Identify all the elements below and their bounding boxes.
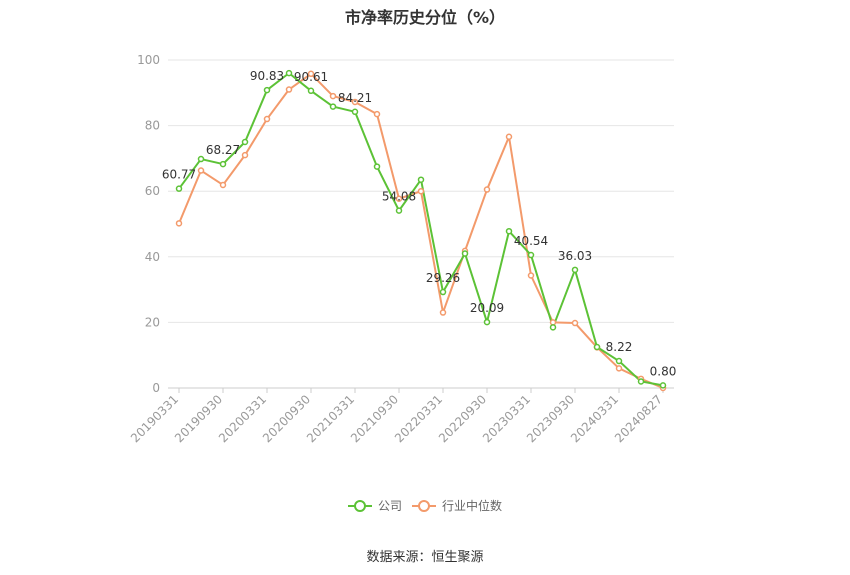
data-point xyxy=(241,151,249,159)
data-label: 0.80 xyxy=(650,364,677,378)
data-point xyxy=(373,110,381,118)
data-point xyxy=(285,69,293,77)
data-point xyxy=(571,319,579,327)
data-label: 60.77 xyxy=(162,168,196,182)
data-point xyxy=(615,365,623,372)
data-label: 29.26 xyxy=(426,271,460,285)
y-tick-label: 0 xyxy=(152,381,160,395)
data-point xyxy=(483,186,491,193)
y-tick-label: 20 xyxy=(145,315,160,329)
data-point xyxy=(549,324,557,331)
data-label: 54.08 xyxy=(382,190,416,204)
data-label: 68.27 xyxy=(206,143,240,157)
data-label: 36.03 xyxy=(558,249,592,263)
data-point xyxy=(329,92,337,100)
series-line xyxy=(178,72,664,387)
legend-marker xyxy=(354,500,366,512)
data-point xyxy=(527,251,535,259)
y-tick-label: 60 xyxy=(145,184,160,198)
data-point xyxy=(219,181,227,189)
data-point xyxy=(505,227,513,235)
data-label: 40.54 xyxy=(514,234,548,248)
data-point xyxy=(373,163,381,170)
data-point xyxy=(263,86,271,94)
data-point xyxy=(285,86,293,93)
data-point xyxy=(505,133,513,141)
data-point xyxy=(197,167,205,174)
data-point xyxy=(417,176,425,183)
data-point xyxy=(329,103,337,110)
data-point xyxy=(395,207,403,214)
y-tick-label: 40 xyxy=(145,250,160,264)
data-point xyxy=(175,220,183,227)
data-point xyxy=(461,250,469,257)
y-tick-label: 100 xyxy=(137,53,160,67)
data-point xyxy=(351,108,359,116)
data-point xyxy=(417,187,425,195)
data-point xyxy=(395,195,403,202)
data-point xyxy=(527,272,535,279)
data-label: 90.61 xyxy=(294,70,328,84)
x-tick-label: 20240827 xyxy=(612,392,665,445)
data-point xyxy=(637,378,645,385)
data-point xyxy=(197,155,205,163)
data-point xyxy=(175,185,183,192)
data-label: 8.22 xyxy=(606,340,633,354)
data-point xyxy=(307,70,315,78)
data-source: 数据来源：恒生聚源 xyxy=(366,550,484,565)
data-point xyxy=(219,160,227,168)
data-label: 90.83 xyxy=(250,69,284,83)
data-point xyxy=(241,138,249,146)
data-point xyxy=(351,98,359,106)
data-point xyxy=(483,318,491,326)
data-label: 20.09 xyxy=(470,301,504,315)
series-line xyxy=(178,72,664,389)
data-label: 84.21 xyxy=(338,91,372,105)
y-tick-label: 80 xyxy=(145,119,160,133)
legend-label: 公司 xyxy=(378,499,402,513)
data-point xyxy=(439,309,447,316)
data-point xyxy=(439,288,447,296)
data-point xyxy=(263,115,271,123)
data-point xyxy=(659,382,667,389)
legend-marker xyxy=(418,500,430,512)
legend-label: 行业中位数 xyxy=(442,498,502,513)
data-point xyxy=(307,87,315,95)
data-point xyxy=(593,343,601,351)
data-point xyxy=(571,266,579,274)
data-point xyxy=(615,357,623,365)
chart-title: 市净率历史分位（%） xyxy=(344,8,506,27)
